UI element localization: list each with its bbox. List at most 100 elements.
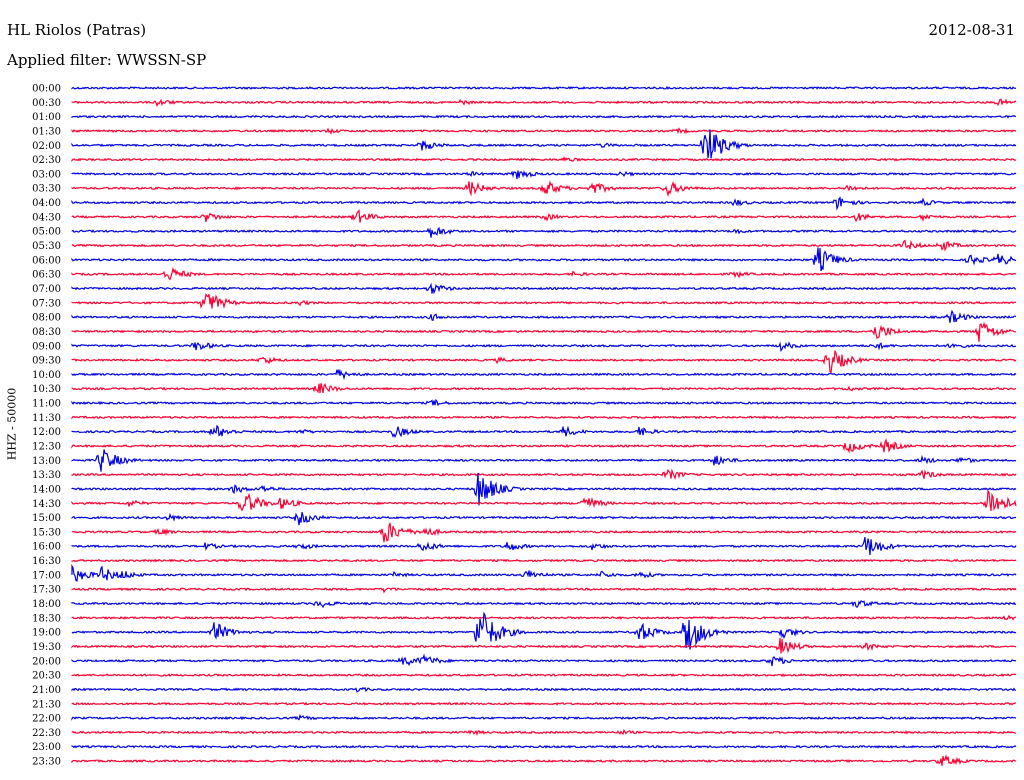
- time-label-1730: 17:30: [32, 585, 61, 596]
- station-title: HL Riolos (Patras): [7, 21, 147, 39]
- time-label-1930: 19:30: [32, 642, 61, 653]
- trace-1100: [71, 398, 1017, 407]
- time-label-0530: 05:30: [32, 241, 61, 252]
- time-label-0730: 07:30: [32, 298, 61, 309]
- time-label-0100: 01:00: [32, 112, 61, 123]
- time-label-2030: 20:30: [32, 671, 61, 682]
- time-label-0130: 01:30: [32, 126, 61, 137]
- time-label-1300: 13:00: [32, 456, 61, 467]
- time-label-0230: 02:30: [32, 155, 61, 166]
- trace-0530: [71, 239, 1017, 252]
- trace-0900: [71, 341, 1017, 352]
- time-label-0600: 06:00: [32, 255, 61, 266]
- time-label-1330: 13:30: [32, 470, 61, 481]
- trace-1000: [71, 369, 1017, 381]
- trace-0730: [71, 293, 1017, 309]
- time-label-0630: 06:30: [32, 270, 61, 281]
- time-label-1900: 19:00: [32, 628, 61, 639]
- trace-0400: [71, 196, 1017, 211]
- time-label-0500: 05:00: [32, 227, 61, 238]
- trace-0430: [71, 209, 1017, 223]
- traces: [71, 85, 1017, 766]
- time-label-1400: 14:00: [32, 484, 61, 495]
- time-label-0030: 00:30: [32, 98, 61, 109]
- time-label-1100: 11:00: [32, 399, 61, 410]
- trace-1130: [71, 415, 1017, 420]
- time-label-1500: 15:00: [32, 513, 61, 524]
- time-label-2000: 20:00: [32, 656, 61, 667]
- trace-2200: [71, 713, 1017, 721]
- trace-1630: [71, 558, 1017, 563]
- time-label-0700: 07:00: [32, 284, 61, 295]
- time-label-1030: 10:30: [32, 384, 61, 395]
- time-label-0830: 08:30: [32, 327, 61, 338]
- time-label-2330: 23:30: [32, 757, 61, 768]
- trace-1830: [71, 614, 1017, 621]
- trace-0000: [71, 85, 1017, 90]
- trace-0300: [71, 170, 1017, 180]
- trace-0200: [71, 129, 1017, 159]
- time-label-0430: 04:30: [32, 212, 61, 223]
- time-label-1230: 12:30: [32, 442, 61, 453]
- time-label-1630: 16:30: [32, 556, 61, 567]
- time-label-1700: 17:00: [32, 570, 61, 581]
- time-label-1600: 16:00: [32, 542, 61, 553]
- trace-1730: [71, 587, 1017, 594]
- trace-1330: [71, 468, 1017, 481]
- time-label-1200: 12:00: [32, 427, 61, 438]
- trace-0330: [71, 180, 1017, 198]
- time-label-1800: 18:00: [32, 599, 61, 610]
- trace-1300: [71, 449, 1017, 472]
- time-label-0400: 04:00: [32, 198, 61, 209]
- trace-1400: [71, 472, 1017, 506]
- time-label-0300: 03:00: [32, 169, 61, 180]
- time-label-0930: 09:30: [32, 356, 61, 367]
- trace-1900: [71, 611, 1017, 650]
- trace-0700: [71, 282, 1017, 295]
- time-label-1130: 11:30: [32, 413, 61, 424]
- trace-2130: [71, 701, 1016, 706]
- trace-0230: [71, 155, 1017, 162]
- trace-2300: [71, 744, 1017, 749]
- time-label-2130: 21:30: [32, 699, 61, 710]
- trace-2000: [71, 653, 1017, 667]
- trace-1700: [71, 564, 1017, 582]
- time-label-2200: 22:00: [32, 714, 61, 725]
- trace-0930: [71, 350, 1017, 374]
- trace-1600: [71, 536, 1017, 555]
- time-label-2100: 21:00: [32, 685, 61, 696]
- trace-1030: [71, 383, 1017, 394]
- trace-0830: [71, 321, 1017, 342]
- trace-1500: [71, 511, 1017, 526]
- time-label-0900: 09:00: [32, 341, 61, 352]
- time-label-0800: 08:00: [32, 313, 61, 324]
- trace-0030: [71, 98, 1017, 108]
- time-label-1430: 14:30: [32, 499, 61, 510]
- time-label-1000: 10:00: [32, 370, 61, 381]
- time-label-1530: 15:30: [32, 527, 61, 538]
- trace-1200: [71, 424, 1017, 439]
- time-label-0330: 03:30: [32, 184, 61, 195]
- date-label: 2012-08-31: [928, 21, 1015, 39]
- time-label-0000: 00:00: [32, 84, 61, 95]
- trace-1230: [71, 438, 1017, 454]
- trace-0500: [71, 226, 1017, 238]
- trace-0130: [71, 127, 1017, 135]
- time-label-0200: 02:00: [32, 141, 61, 152]
- trace-2100: [71, 686, 1017, 693]
- trace-0800: [71, 309, 1017, 323]
- filter-label: Applied filter: WWSSN-SP: [7, 51, 207, 69]
- time-label-2300: 23:00: [32, 742, 61, 753]
- time-labels: 00:00 00:30 01:00 01:30 02:00 02:30 03:00 03:30…: [32, 84, 61, 768]
- trace-1430: [71, 489, 1017, 512]
- trace-0630: [71, 266, 1017, 281]
- trace-1530: [71, 522, 1017, 543]
- time-label-2230: 22:30: [32, 728, 61, 739]
- trace-1930: [71, 637, 1017, 654]
- trace-1800: [71, 600, 1017, 609]
- trace-2230: [71, 728, 1017, 736]
- trace-2330: [71, 754, 1017, 766]
- trace-0100: [71, 114, 1017, 119]
- trace-2030: [71, 673, 1017, 678]
